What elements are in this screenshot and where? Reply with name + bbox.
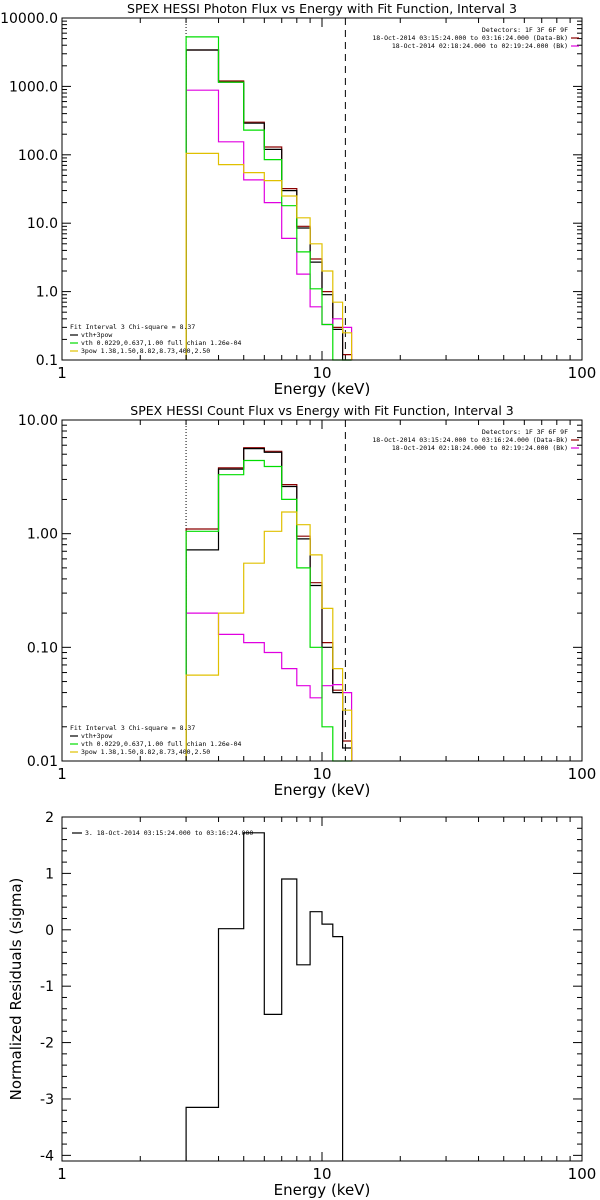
y-tick-label: 0.01 bbox=[27, 754, 58, 770]
x-tick-label: 100 bbox=[568, 1165, 597, 1183]
series-line-1 bbox=[185, 49, 352, 361]
y-tick-label: 1.0 bbox=[36, 285, 58, 301]
legend-top-entry: Detectors: 1F 3F 6F 9F bbox=[482, 428, 568, 436]
x-tick-label: 10 bbox=[312, 765, 331, 783]
series-line-2 bbox=[185, 612, 353, 761]
residual-legend-entry: 3. 18-Oct-2014 03:15:24.000 to 03:16:24.… bbox=[85, 829, 253, 837]
y-tick-label: 10.00 bbox=[18, 413, 58, 429]
y-tick-label: 10000.0 bbox=[0, 11, 58, 27]
y-tick-label: 0 bbox=[45, 923, 54, 939]
legend-top-entry: Detectors: 1F 3F 6F 9F bbox=[482, 26, 568, 34]
y-tick-label: 1000.0 bbox=[9, 79, 58, 95]
x-tick-label: 10 bbox=[312, 364, 331, 382]
y-tick-label: -2 bbox=[40, 1036, 54, 1052]
x-axis-label: Energy (keV) bbox=[274, 380, 371, 398]
legend-bottom-entry: 3pow 1.38,1.50,8.82,8.73,400,2.50 bbox=[81, 748, 210, 756]
series-line-3 bbox=[185, 459, 352, 762]
series-line-0 bbox=[185, 49, 353, 360]
series-line-4 bbox=[185, 152, 353, 360]
x-tick-label: 10 bbox=[312, 1165, 331, 1183]
x-tick-label: 1 bbox=[57, 364, 67, 382]
x-tick-label: 100 bbox=[568, 364, 597, 382]
y-tick-label: 1 bbox=[45, 866, 54, 882]
legend-top-entry: 18-Oct-2014 02:18:24.000 to 02:19:24.000… bbox=[392, 444, 568, 452]
legend-bottom-entry: 3pow 1.38,1.50,8.82,8.73,400,2.50 bbox=[81, 347, 210, 355]
legend-top-entry: 18-Oct-2014 02:18:24.000 to 02:19:24.000… bbox=[392, 42, 568, 50]
residual-series-line bbox=[185, 832, 344, 1161]
x-axis-label: Energy (keV) bbox=[274, 781, 371, 799]
legend-fit-info: Fit Interval 3 Chi-square = 8.37 bbox=[70, 323, 195, 331]
legend-bottom-entry: vth+3pow bbox=[81, 331, 112, 339]
legend-fit-info: Fit Interval 3 Chi-square = 8.37 bbox=[70, 724, 195, 732]
y-tick-label: 1.00 bbox=[27, 527, 58, 543]
x-tick-label: 1 bbox=[57, 765, 67, 783]
legend-top-entry: 18-Oct-2014 03:15:24.000 to 03:16:24.000… bbox=[372, 34, 568, 42]
chart-title: SPEX HESSI Photon Flux vs Energy with Fi… bbox=[127, 1, 517, 16]
x-tick-label: 1 bbox=[57, 1165, 67, 1183]
plot-frame-2 bbox=[61, 816, 583, 1162]
y-tick-label: -1 bbox=[40, 979, 54, 995]
y-axis-label: Normalized Residuals (sigma) bbox=[7, 878, 25, 1101]
y-tick-label: 10.0 bbox=[27, 216, 58, 232]
y-tick-label: 2 bbox=[45, 810, 54, 826]
legend-bottom-entry: vth 0.0229,0.637,1.00 full chian 1.26e-0… bbox=[81, 740, 242, 748]
y-tick-label: 100.0 bbox=[18, 148, 58, 164]
y-tick-label: 0.10 bbox=[27, 640, 58, 656]
y-tick-label: 0.1 bbox=[36, 353, 58, 369]
series-line-2 bbox=[185, 89, 353, 360]
x-axis-label: Energy (keV) bbox=[274, 1181, 371, 1199]
legend-bottom-entry: vth+3pow bbox=[81, 732, 112, 740]
y-tick-label: -4 bbox=[40, 1148, 54, 1164]
x-tick-label: 100 bbox=[568, 765, 597, 783]
chart-title: SPEX HESSI Count Flux vs Energy with Fit… bbox=[130, 403, 513, 418]
legend-top-entry: 18-Oct-2014 03:15:24.000 to 03:16:24.000… bbox=[372, 436, 568, 444]
series-line-1 bbox=[185, 448, 353, 761]
series-line-0 bbox=[185, 447, 353, 761]
y-tick-label: -3 bbox=[40, 1092, 54, 1108]
series-line-4 bbox=[185, 511, 353, 761]
legend-bottom-entry: vth 0.0229,0.637,1.00 full chian 1.26e-0… bbox=[81, 339, 242, 347]
series-line-3 bbox=[185, 36, 352, 361]
